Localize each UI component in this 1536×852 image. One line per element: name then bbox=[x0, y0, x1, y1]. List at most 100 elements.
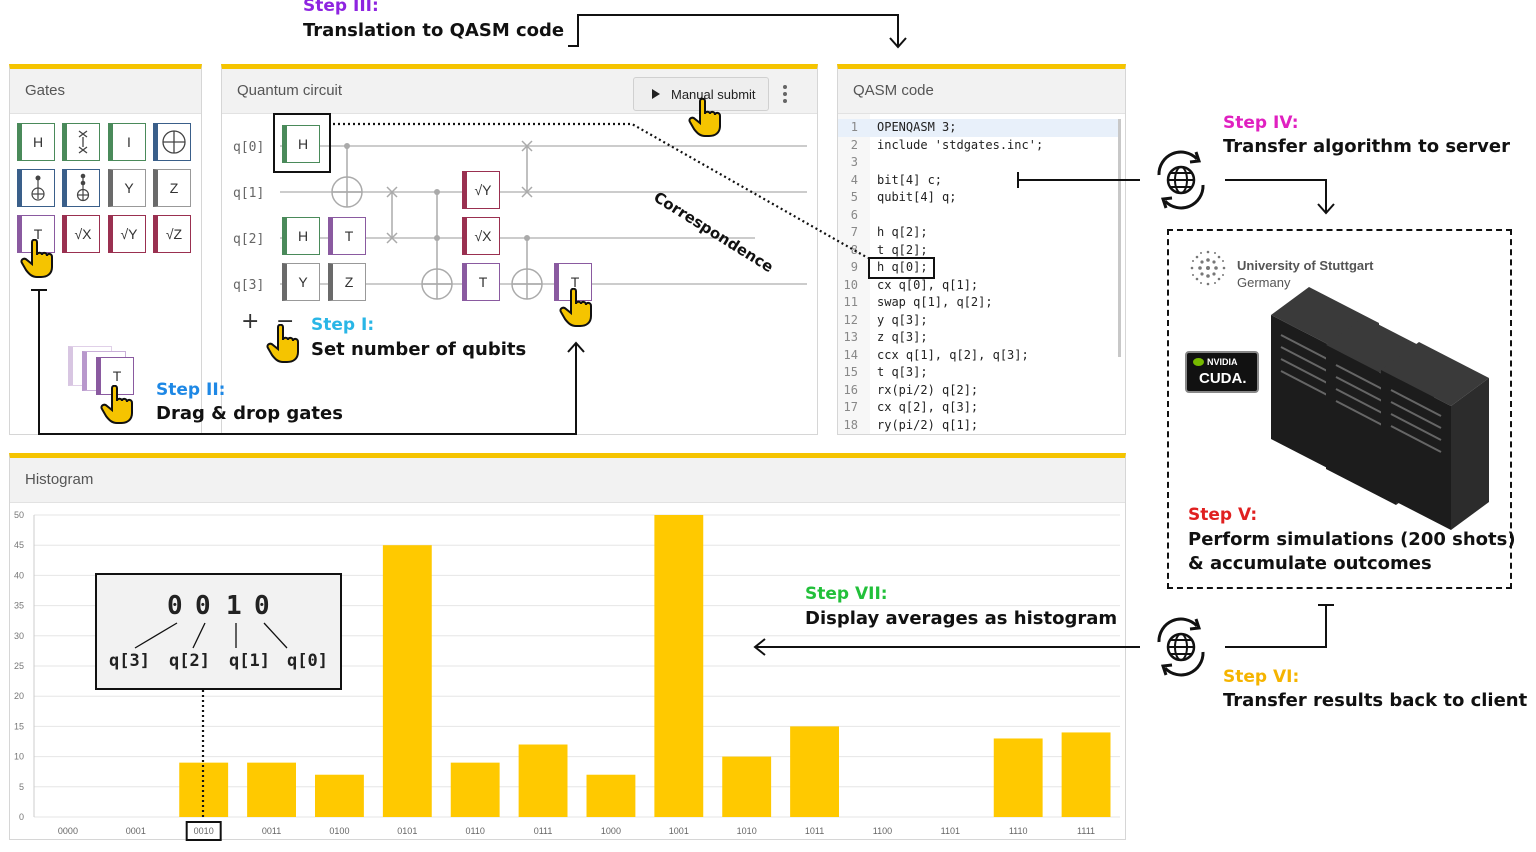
code-line: swap q[1], q[2]; bbox=[877, 295, 993, 309]
code-line-number: 13 bbox=[843, 330, 858, 344]
step4-heading: Step IV: bbox=[1223, 113, 1299, 133]
histogram-bar bbox=[790, 726, 839, 817]
code-line-number: 11 bbox=[843, 295, 858, 309]
x-tick-label: 1111 bbox=[1077, 826, 1095, 836]
histogram-bar bbox=[586, 774, 636, 817]
globe-sync-icon-upload bbox=[1157, 150, 1205, 210]
cnot-icon bbox=[31, 175, 45, 201]
histogram-bar bbox=[518, 744, 568, 817]
step5-text-1: Perform simulations (200 shots) bbox=[1188, 529, 1516, 550]
y-tick-label: 30 bbox=[14, 631, 24, 641]
placed-gate-y-q3[interactable]: Y bbox=[282, 263, 320, 301]
code-line: h q[2]; bbox=[877, 225, 928, 239]
step5-heading: Step V: bbox=[1188, 505, 1258, 525]
x-tick-label: 1110 bbox=[1009, 826, 1028, 836]
qasm-panel-title: QASM code bbox=[853, 82, 934, 99]
gate-y[interactable]: Y bbox=[108, 169, 146, 207]
gate-h[interactable]: H bbox=[17, 123, 55, 161]
dropped-gate-t-q3-label: T bbox=[570, 274, 580, 290]
placed-gate-h-q2[interactable]: H bbox=[282, 217, 320, 255]
highlighted-category-box bbox=[185, 821, 222, 841]
step7-heading: Step VII: bbox=[805, 584, 888, 604]
add-qubit-button[interactable]: + bbox=[241, 309, 260, 334]
code-line-number: 18 bbox=[843, 417, 858, 432]
gate-z[interactable]: Z bbox=[153, 169, 191, 207]
code-line-number: 3 bbox=[850, 155, 858, 169]
bit-mapping-lines bbox=[134, 622, 288, 649]
xor-icon bbox=[162, 130, 186, 154]
code-line: OPENQASM 3; bbox=[877, 120, 957, 134]
server-racks-icon bbox=[1271, 287, 1489, 530]
bit-2: 0 bbox=[195, 591, 211, 621]
code-line-number: 12 bbox=[843, 312, 858, 327]
code-line: cx q[2], q[3]; bbox=[877, 400, 979, 414]
histogram-bar bbox=[179, 762, 229, 817]
university-logo-icon bbox=[1190, 250, 1226, 286]
gate-cnot[interactable] bbox=[17, 169, 55, 207]
gate-not[interactable] bbox=[153, 123, 191, 161]
gate-sqrt-z[interactable]: √Z bbox=[153, 215, 191, 253]
placed-gate-z-q3[interactable]: Z bbox=[328, 263, 366, 301]
nvidia-eye-icon bbox=[1193, 358, 1204, 366]
histogram-panel-header: Histogram bbox=[10, 458, 1125, 503]
step3-text: Translation to QASM code bbox=[303, 20, 565, 41]
placed-gate-t-q3[interactable]: T bbox=[462, 263, 500, 301]
placed-gate-h-q0[interactable]: H bbox=[282, 125, 320, 163]
qubit-label-1: q[1] bbox=[233, 186, 265, 201]
code-line-number: 8 bbox=[850, 242, 858, 257]
x-tick-label: 1001 bbox=[669, 826, 689, 836]
code-line-number: 1 bbox=[850, 120, 858, 134]
histogram-bar bbox=[247, 762, 296, 817]
qubit-map-2: q[2] bbox=[169, 651, 210, 671]
histogram-bar bbox=[722, 756, 772, 817]
x-tick-label: 0111 bbox=[534, 826, 553, 836]
hand-pointer-icon-submit bbox=[688, 98, 721, 137]
code-line-number: 15 bbox=[843, 365, 858, 379]
gate-swap[interactable] bbox=[62, 123, 100, 161]
more-options-icon[interactable] bbox=[780, 84, 790, 104]
gate-h-label: H bbox=[32, 134, 44, 150]
code-line-number: 9 bbox=[850, 260, 858, 274]
gate-i[interactable]: I bbox=[108, 123, 146, 161]
step6-heading: Step VI: bbox=[1223, 667, 1300, 687]
code-line-number: 17 bbox=[843, 400, 858, 414]
code-line: rx(pi/2) q[2]; bbox=[877, 382, 979, 397]
gate-sqrt-y[interactable]: √Y bbox=[108, 215, 146, 253]
placed-gate-z-q3-label: Z bbox=[344, 274, 354, 290]
y-tick-label: 25 bbox=[14, 661, 24, 671]
gates-panel-title: Gates bbox=[25, 82, 66, 99]
placed-gate-t-q2[interactable]: T bbox=[328, 217, 366, 255]
university-name: University of Stuttgart bbox=[1237, 258, 1374, 273]
code-line-number: 14 bbox=[843, 347, 858, 362]
histogram-bar bbox=[1061, 732, 1111, 817]
code-line: t q[2]; bbox=[877, 242, 928, 257]
qubit-map-3: q[3] bbox=[109, 651, 150, 671]
gate-sqrt-x[interactable]: √X bbox=[62, 215, 100, 253]
code-line-number: 16 bbox=[843, 382, 858, 397]
placed-gate-y-q3-label: Y bbox=[298, 274, 308, 290]
qasm-panel: QASM code 1 OPENQASM 3; 2 include 'stdgates… bbox=[837, 64, 1126, 435]
gate-i-label: I bbox=[127, 134, 131, 150]
x-tick-label: 1101 bbox=[941, 826, 960, 836]
code-line: y q[3]; bbox=[877, 312, 928, 327]
code-line: ry(pi/2) q[1]; bbox=[877, 417, 979, 432]
y-tick-label: 40 bbox=[14, 570, 24, 580]
play-icon bbox=[652, 89, 660, 99]
x-tick-label: 0001 bbox=[126, 826, 146, 836]
code-line: t q[3]; bbox=[877, 365, 928, 379]
cuda-label: CUDA. bbox=[1199, 370, 1247, 387]
bit-3: 0 bbox=[167, 591, 183, 621]
x-tick-label: 1000 bbox=[601, 826, 621, 836]
qubit-map-1: q[1] bbox=[229, 651, 270, 671]
y-tick-label: 50 bbox=[14, 510, 24, 520]
placed-gate-h-q2-label: H bbox=[297, 228, 309, 244]
placed-gate-sqrt-x-q2[interactable]: √X bbox=[462, 217, 500, 255]
step6-text: Transfer results back to client bbox=[1223, 690, 1528, 711]
placed-gate-sqrt-x-label: √X bbox=[474, 228, 492, 244]
gate-toffoli[interactable] bbox=[62, 169, 100, 207]
placed-gate-sqrt-y-q1[interactable]: √Y bbox=[462, 171, 500, 209]
university-country: Germany bbox=[1237, 275, 1291, 290]
step3-heading: Step III: bbox=[303, 0, 379, 16]
code-scrollbar[interactable] bbox=[1118, 119, 1121, 357]
hand-pointer-icon-qubits bbox=[266, 324, 299, 363]
